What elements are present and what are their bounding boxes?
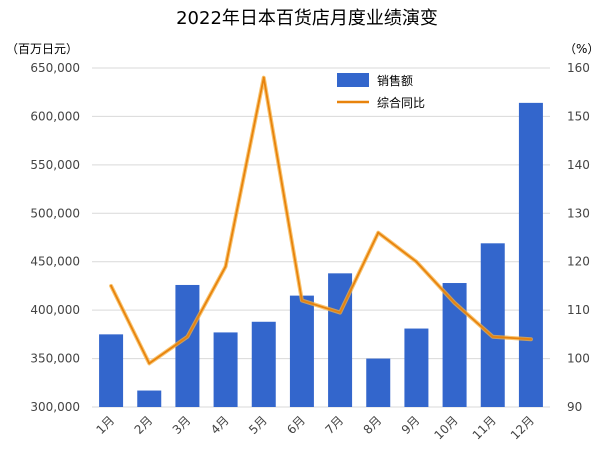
line-series-path [110, 76, 532, 365]
bar [175, 284, 200, 407]
x-tick-label: 8月 [361, 413, 385, 437]
y-left-tick-label: 550,000 [30, 158, 80, 172]
line-point [339, 311, 342, 314]
y-left-tick-label: 600,000 [30, 109, 80, 123]
y-right-tick-label: 130 [567, 206, 590, 220]
legend: 销售额 综合同比 [337, 73, 425, 110]
bar [213, 332, 238, 407]
bar-series [99, 102, 543, 408]
line-series [109, 75, 533, 366]
x-tick-label: 3月 [170, 413, 194, 437]
y-left-tick-label: 650,000 [30, 61, 80, 75]
bar [137, 390, 162, 407]
y-right-tick-label: 160 [567, 61, 590, 75]
y-right-tick-label: 90 [567, 400, 582, 414]
y-right-tick-label: 140 [567, 158, 590, 172]
y-left-tick-label: 500,000 [30, 206, 80, 220]
line-point [491, 335, 494, 338]
x-tick-label: 10月 [432, 413, 461, 442]
y-right-tick-label: 100 [567, 352, 590, 366]
line-point [453, 301, 456, 304]
bar [480, 243, 505, 407]
legend-bar-swatch [337, 73, 369, 87]
y-left-tick-label: 400,000 [30, 303, 80, 317]
legend-bar-label: 销售额 [377, 73, 413, 88]
x-tick-label: 11月 [470, 413, 499, 442]
line-point [377, 231, 380, 234]
bar [251, 321, 276, 407]
line-point [186, 335, 189, 338]
line-point [300, 299, 303, 302]
bar [289, 295, 314, 407]
line-point [224, 265, 227, 268]
chart-title: 2022年日本百货店月度业绩演变 [176, 8, 438, 29]
y-right-tick-label: 150 [567, 109, 590, 123]
line-point [110, 284, 113, 287]
x-tick-label: 5月 [246, 413, 270, 437]
line-point [415, 260, 418, 263]
bar [366, 358, 391, 407]
x-tick-label: 4月 [208, 413, 232, 437]
x-tick-label: 7月 [322, 413, 346, 437]
x-tick-label: 9月 [399, 413, 423, 437]
bar [99, 334, 124, 407]
bar [404, 328, 429, 407]
y-left-tick-label: 450,000 [30, 255, 80, 269]
x-tick-label: 2月 [132, 413, 156, 437]
y-left-tick-label: 300,000 [30, 400, 80, 414]
x-tick-label: 6月 [284, 413, 308, 437]
y-left-tick-label: 350,000 [30, 352, 80, 366]
y-right-tick-label: 110 [567, 303, 590, 317]
line-glow [109, 75, 533, 366]
x-tick-label: 12月 [508, 413, 537, 442]
legend-line-label: 综合同比 [377, 95, 425, 110]
y-right-unit: （%） [564, 42, 599, 56]
gridlines [92, 67, 550, 408]
bar [518, 102, 543, 408]
x-tick-label: 1月 [93, 413, 117, 437]
line-point [529, 338, 532, 341]
y-right-axis: 90 100 110 120 130 140 150 160 [567, 61, 590, 414]
y-left-unit: （百万日元） [6, 42, 78, 56]
y-right-tick-label: 120 [567, 255, 590, 269]
x-axis: 1月 2月 3月 4月 5月 6月 7月 8月 9月 10月 11月 12月 [93, 413, 537, 442]
line-point [148, 362, 151, 365]
line-point [262, 76, 265, 79]
y-left-axis: 300,000 350,000 400,000 450,000 500,000 550,0… [30, 61, 80, 414]
